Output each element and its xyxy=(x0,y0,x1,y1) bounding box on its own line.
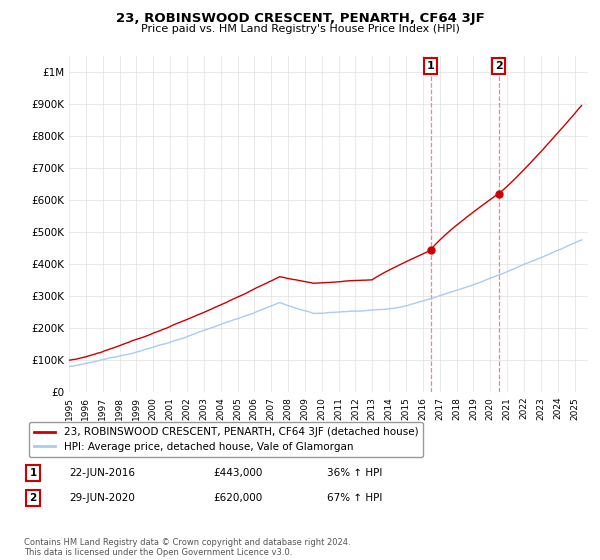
Text: 22-JUN-2016: 22-JUN-2016 xyxy=(69,468,135,478)
Legend: 23, ROBINSWOOD CRESCENT, PENARTH, CF64 3JF (detached house), HPI: Average price,: 23, ROBINSWOOD CRESCENT, PENARTH, CF64 3… xyxy=(29,422,424,457)
Text: 23, ROBINSWOOD CRESCENT, PENARTH, CF64 3JF: 23, ROBINSWOOD CRESCENT, PENARTH, CF64 3… xyxy=(116,12,484,25)
Text: 2: 2 xyxy=(494,61,502,71)
Text: £443,000: £443,000 xyxy=(213,468,262,478)
Text: 36% ↑ HPI: 36% ↑ HPI xyxy=(327,468,382,478)
Text: 67% ↑ HPI: 67% ↑ HPI xyxy=(327,493,382,503)
Text: 29-JUN-2020: 29-JUN-2020 xyxy=(69,493,135,503)
Text: 1: 1 xyxy=(427,61,434,71)
Text: Price paid vs. HM Land Registry's House Price Index (HPI): Price paid vs. HM Land Registry's House … xyxy=(140,24,460,34)
Text: Contains HM Land Registry data © Crown copyright and database right 2024.
This d: Contains HM Land Registry data © Crown c… xyxy=(24,538,350,557)
Text: 2: 2 xyxy=(29,493,37,503)
Text: £620,000: £620,000 xyxy=(213,493,262,503)
Text: 1: 1 xyxy=(29,468,37,478)
